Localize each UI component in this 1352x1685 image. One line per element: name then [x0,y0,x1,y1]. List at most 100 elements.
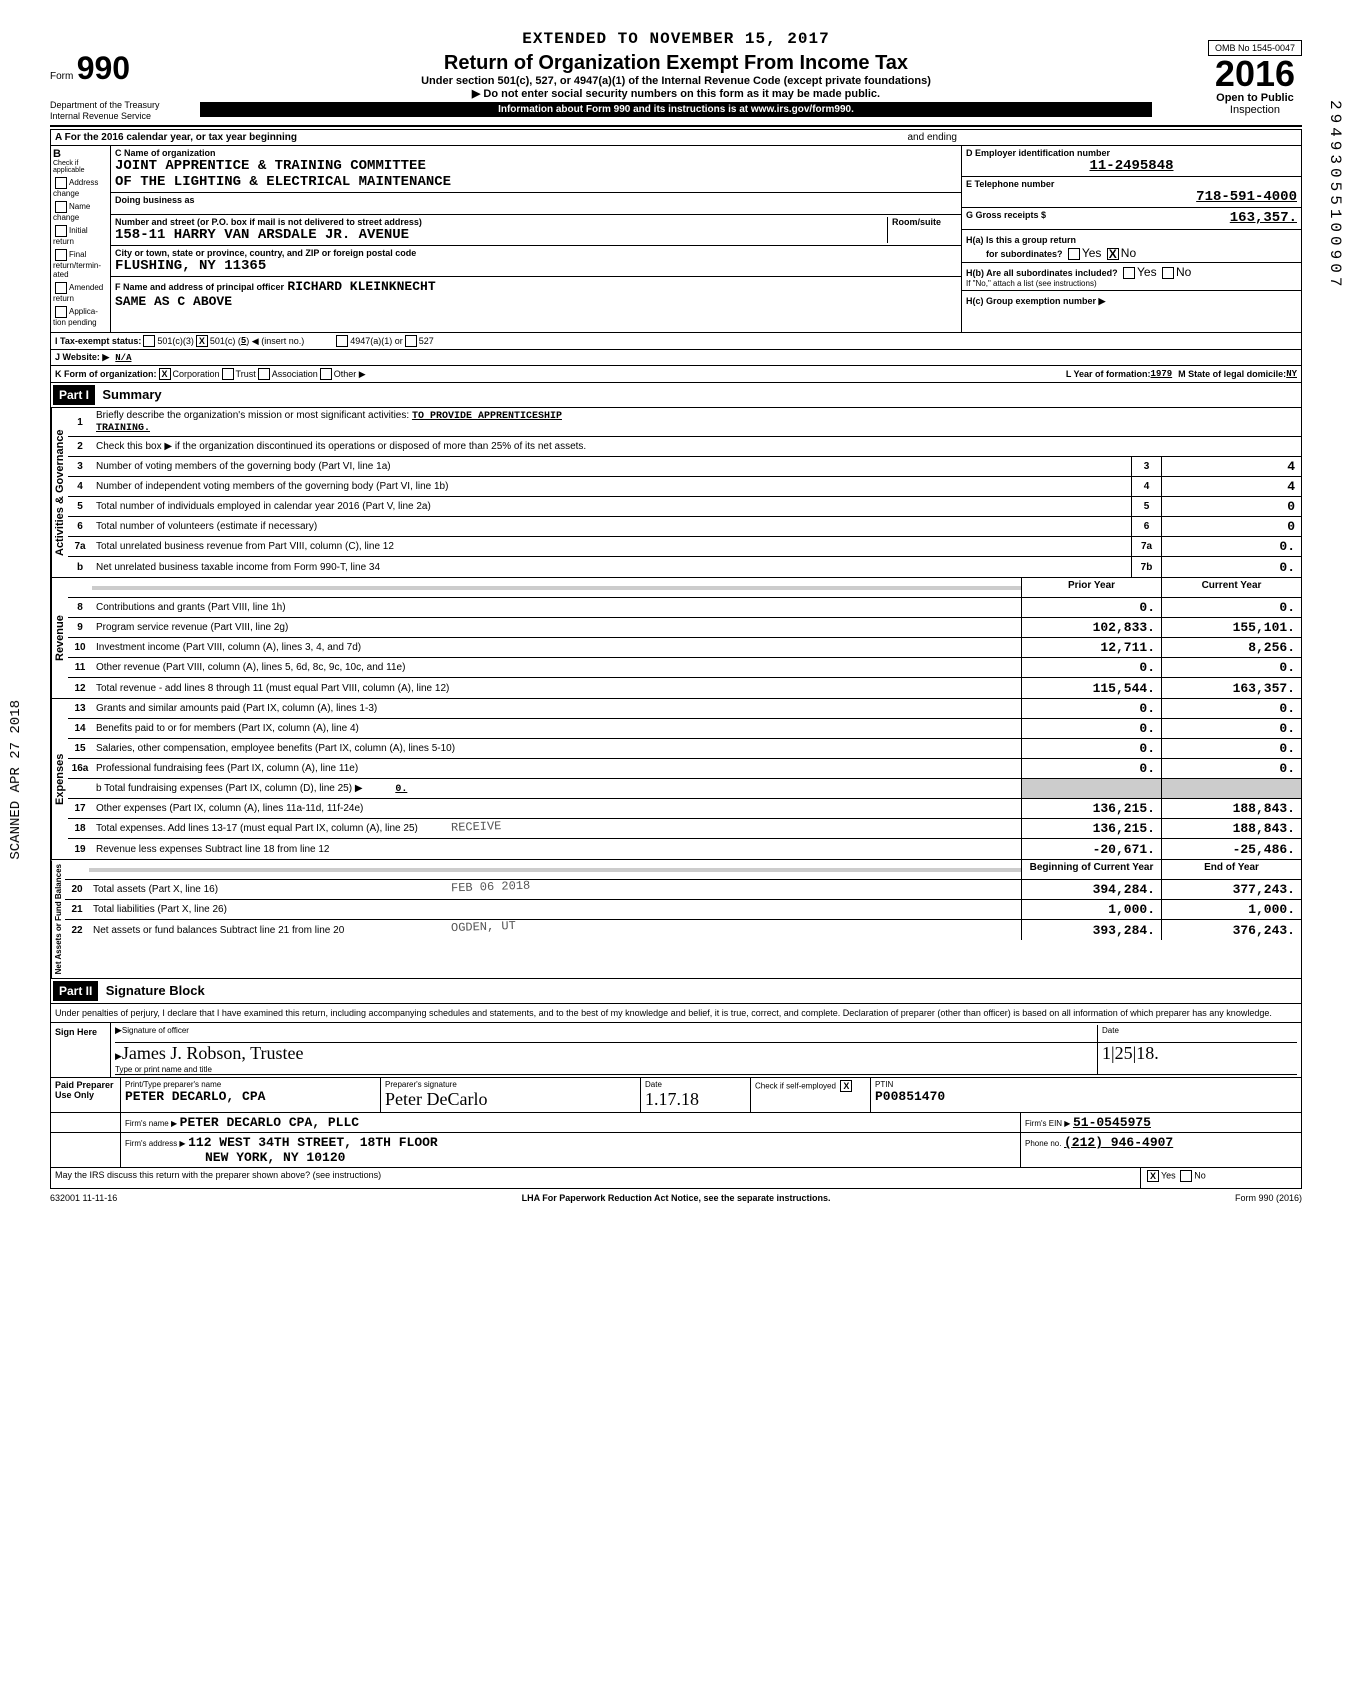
subtitle: Under section 501(c), 527, or 4947(a)(1)… [50,75,1302,87]
firm-name-label: Firm's name ▶ [125,1119,177,1128]
website-value: N/A [115,353,131,363]
cb-4947[interactable] [336,335,348,347]
cb-application[interactable]: Applica-tion pending [53,306,108,327]
cb-amended[interactable]: Amended return [53,282,108,303]
cb-trust[interactable] [222,368,234,380]
cb-527[interactable] [405,335,417,347]
sign-here-section: Sign Here ▶Signature of officer Date ▶Ja… [50,1023,1302,1078]
j-label: J Website: ▶ [55,352,109,363]
line17-prior: 136,215. [1021,799,1161,818]
k-label: K Form of organization: [55,369,157,379]
line11-text: Other revenue (Part VIII, column (A), li… [92,660,1021,675]
c-label: C Name of organization [115,148,957,158]
line22-end: 376,243. [1161,920,1301,940]
prep-sig-label: Preparer's signature [385,1080,636,1089]
cb-assoc[interactable] [258,368,270,380]
cb-501c[interactable]: X [196,335,208,347]
firm-name: PETER DECARLO CPA, PLLC [180,1115,359,1130]
cb-501c3[interactable] [143,335,155,347]
cb-name-change[interactable]: Name change [53,201,108,222]
paid-label: Paid Preparer Use Only [51,1078,121,1112]
line20-begin: 394,284. [1021,880,1161,899]
line22-begin: 393,284. [1021,920,1161,940]
discuss-text: May the IRS discuss this return with the… [51,1168,1141,1188]
firm-addr1: 112 WEST 34TH STREET, 18TH FLOOR [188,1135,438,1150]
cb-discuss-yes[interactable]: X [1147,1170,1159,1182]
cb-corp[interactable]: X [159,368,171,380]
part1-header: Part I [53,385,95,405]
hb-no-cb[interactable] [1162,267,1174,279]
ha-yes-cb[interactable] [1068,248,1080,260]
street-value: 158-11 HARRY VAN ARSDALE JR. AVENUE [115,227,887,243]
sig-date-label: Date [1102,1026,1119,1035]
cb-self-employed[interactable]: X [840,1080,852,1092]
line22-text: Net assets or fund balances Subtract lin… [89,923,1021,938]
org-info-section: B Check if applicable Address change Nam… [50,145,1302,333]
line10-prior: 12,711. [1021,638,1161,657]
org-name-1: JOINT APPRENTICE & TRAINING COMMITTEE [115,158,957,174]
sig-officer-label: Signature of officer [122,1026,189,1035]
part2-header: Part II [53,981,98,1001]
section-a-row: A For the 2016 calendar year, or tax yea… [50,129,1302,145]
hb-note: If "No," attach a list (see instructions… [966,279,1297,288]
cb-other[interactable] [320,368,332,380]
cb-initial-return[interactable]: Initial return [53,225,108,246]
e-label: E Telephone number [966,179,1297,189]
form-990-label: Form 990 [50,50,130,87]
part1-title: Summary [102,387,161,402]
hb-yes-cb[interactable] [1123,267,1135,279]
m-state: NY [1286,369,1297,379]
line12-text: Total revenue - add lines 8 through 11 (… [92,681,1021,696]
ptin-label: PTIN [875,1080,1297,1089]
line2-text: Check this box ▶ if the organization dis… [92,439,1301,454]
line10-text: Investment income (Part VIII, column (A)… [92,640,1021,655]
part2-header-row: Part II Signature Block [50,979,1302,1004]
b-check-label: Check if applicable [53,160,108,174]
line3-text: Number of voting members of the governin… [92,459,1131,474]
line1-val: TO PROVIDE APPRENTICESHIP [412,411,562,422]
line9-text: Program service revenue (Part VIII, line… [92,620,1021,635]
footer-form: Form 990 (2016) [1235,1193,1302,1203]
part1-header-row: Part I Summary [50,383,1302,408]
form-header: Form 990 Department of the Treasury Inte… [50,30,1302,117]
ptin-val: P00851470 [875,1089,1297,1104]
ag-label: Activities & Governance [51,408,68,577]
line15-text: Salaries, other compensation, employee b… [92,741,1021,756]
check-self: Check if self-employed [755,1082,836,1091]
instruction-2: Information about Form 990 and its instr… [200,102,1152,117]
exp-label: Expenses [51,699,68,859]
cb-final-return[interactable]: Final return/termin-ated [53,249,108,279]
line7b-val: 0. [1161,557,1301,577]
line14-prior: 0. [1021,719,1161,738]
ein-value: 11-2495848 [966,158,1297,174]
line12-prior: 115,544. [1021,678,1161,698]
column-d-right: D Employer identification number 11-2495… [961,146,1301,332]
line13-curr: 0. [1161,699,1301,718]
line13-text: Grants and similar amounts paid (Part IX… [92,701,1021,716]
firm-phone-label: Phone no. [1025,1139,1061,1148]
cb-address-change[interactable]: Address change [53,177,108,198]
line21-begin: 1,000. [1021,900,1161,919]
line8-text: Contributions and grants (Part VIII, lin… [92,600,1021,615]
prior-year-hdr: Prior Year [1021,578,1161,597]
cb-discuss-no[interactable] [1180,1170,1192,1182]
line20-end: 377,243. [1161,880,1301,899]
stamp-scanned: SCANNED APR 27 2018 [8,700,24,860]
officer-addr: SAME AS C ABOVE [115,294,957,309]
line18-prior: 136,215. [1021,819,1161,838]
line17-curr: 188,843. [1161,799,1301,818]
line19-curr: -25,486. [1161,839,1301,859]
line8-prior: 0. [1021,598,1161,617]
stamp-ogden: OGDEN, UT [451,919,516,935]
gross-receipts: 163,357. [1046,210,1297,227]
footer-lha: LHA For Paperwork Reduction Act Notice, … [522,1193,831,1203]
prep-name: PETER DECARLO, CPA [125,1089,376,1104]
net-assets-section: Net Assets or Fund Balances Beginning of… [50,860,1302,979]
line15-prior: 0. [1021,739,1161,758]
penalty-text: Under penalties of perjury, I declare th… [50,1004,1302,1023]
dept-treasury: Department of the Treasury [50,100,160,111]
line18-curr: 188,843. [1161,819,1301,838]
column-c-main: C Name of organization JOINT APPRENTICE … [111,146,961,332]
type-name-label: Type or print name and title [115,1065,212,1074]
ha-no-cb[interactable]: X [1107,248,1119,260]
